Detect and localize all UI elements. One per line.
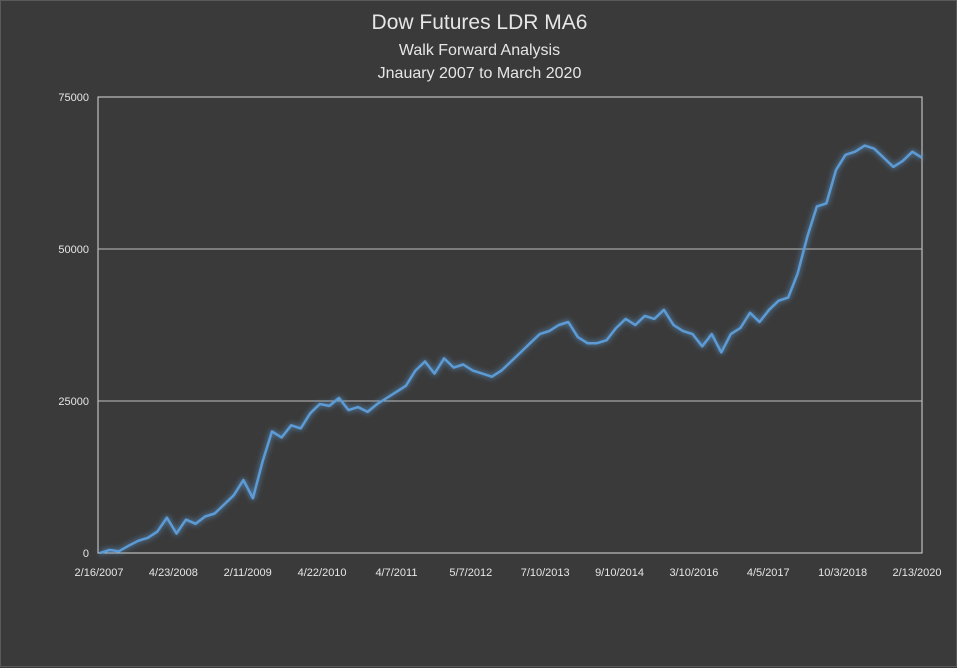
x-tick-label: 2/16/2007	[75, 567, 124, 579]
chart-subtitle-2: Jnauary 2007 to March 2020	[377, 65, 582, 82]
x-tick-label: 4/5/2017	[747, 567, 790, 579]
x-tick-label: 4/22/2010	[298, 567, 347, 579]
plot-area	[97, 96, 923, 554]
gridlines	[98, 248, 922, 402]
y-tick-label: 50000	[58, 244, 89, 256]
x-tick-label: 10/3/2018	[818, 567, 867, 579]
series-line	[99, 144, 923, 555]
x-tick-label: 7/10/2013	[521, 567, 570, 579]
x-axis: 2/16/2007 4/23/2008 2/11/2009 4/22/2010 4/7/…	[75, 567, 942, 579]
x-tick-label: 2/11/2009	[224, 567, 272, 579]
y-axis: 0 25000 50000 75000	[58, 92, 89, 560]
chart-subtitle-1: Walk Forward Analysis	[398, 42, 561, 59]
chart-title: Dow Futures LDR MA6	[371, 11, 588, 34]
x-tick-label: 3/10/2016	[669, 567, 718, 579]
y-tick-label: 0	[83, 548, 89, 560]
y-tick-label: 75000	[58, 92, 89, 104]
y-tick-label: 25000	[58, 396, 89, 408]
x-tick-label: 2/13/2020	[893, 567, 942, 579]
x-tick-label: 4/23/2008	[149, 567, 198, 579]
x-tick-label: 9/10/2014	[595, 567, 644, 579]
x-tick-label: 5/7/2012	[449, 567, 492, 579]
x-tick-label: 4/7/2011	[375, 567, 417, 579]
